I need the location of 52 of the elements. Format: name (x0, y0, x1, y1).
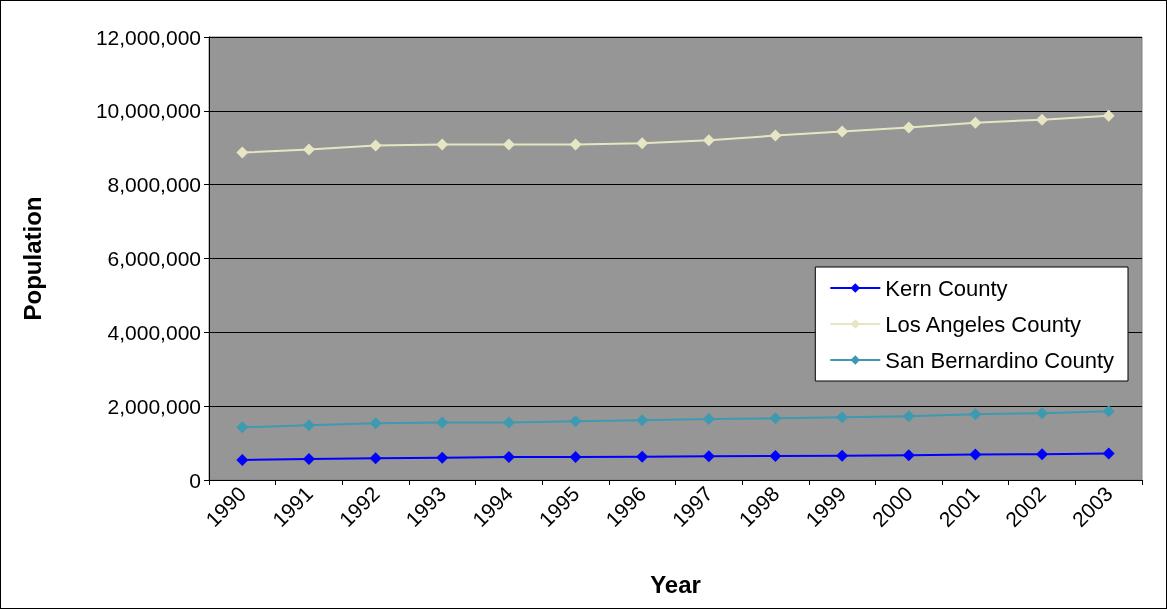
y-tick-label: 12,000,000 (95, 25, 201, 49)
point (702, 134, 715, 147)
point (769, 450, 782, 462)
point (969, 408, 982, 421)
point (836, 449, 849, 462)
point (1102, 405, 1115, 418)
point (502, 451, 515, 464)
point (636, 414, 649, 427)
point (702, 450, 715, 463)
point (436, 138, 449, 151)
legend-label: Los Angeles County (885, 311, 1081, 337)
point (1102, 447, 1115, 460)
point (1036, 448, 1049, 461)
point (636, 450, 649, 463)
point (302, 143, 315, 156)
point (369, 139, 382, 152)
point (969, 448, 982, 461)
point (302, 419, 315, 432)
y-tick-label: 8,000,000 (107, 173, 201, 197)
point (369, 417, 382, 430)
point (969, 116, 982, 129)
point (236, 454, 249, 467)
legend-label: San Bernardino County (885, 347, 1114, 373)
y-tick-label: 6,000,000 (107, 247, 201, 270)
y-axis-title: Population (18, 196, 46, 321)
point (569, 138, 582, 151)
point (236, 146, 249, 159)
point (769, 129, 782, 142)
point (502, 416, 515, 429)
point (569, 415, 582, 428)
point (1102, 109, 1115, 122)
point (902, 121, 915, 134)
x-axis-title: Year (650, 570, 701, 598)
point (369, 452, 382, 465)
legend-label: Kern County (885, 275, 1008, 301)
point (569, 451, 582, 464)
point (436, 416, 449, 429)
point (836, 125, 849, 138)
y-tick-label: 2,000,000 (107, 394, 201, 418)
point (902, 410, 915, 423)
point (1036, 113, 1049, 126)
y-tick-label: 4,000,000 (107, 320, 201, 344)
point (902, 449, 915, 462)
point (769, 412, 782, 425)
point (236, 421, 249, 434)
point (302, 452, 315, 465)
point (636, 137, 649, 150)
y-tick-label: 0 (189, 468, 201, 492)
point (436, 451, 449, 464)
y-tick-label: 10,000,000 (95, 99, 201, 123)
point (502, 138, 515, 151)
point (702, 413, 715, 426)
